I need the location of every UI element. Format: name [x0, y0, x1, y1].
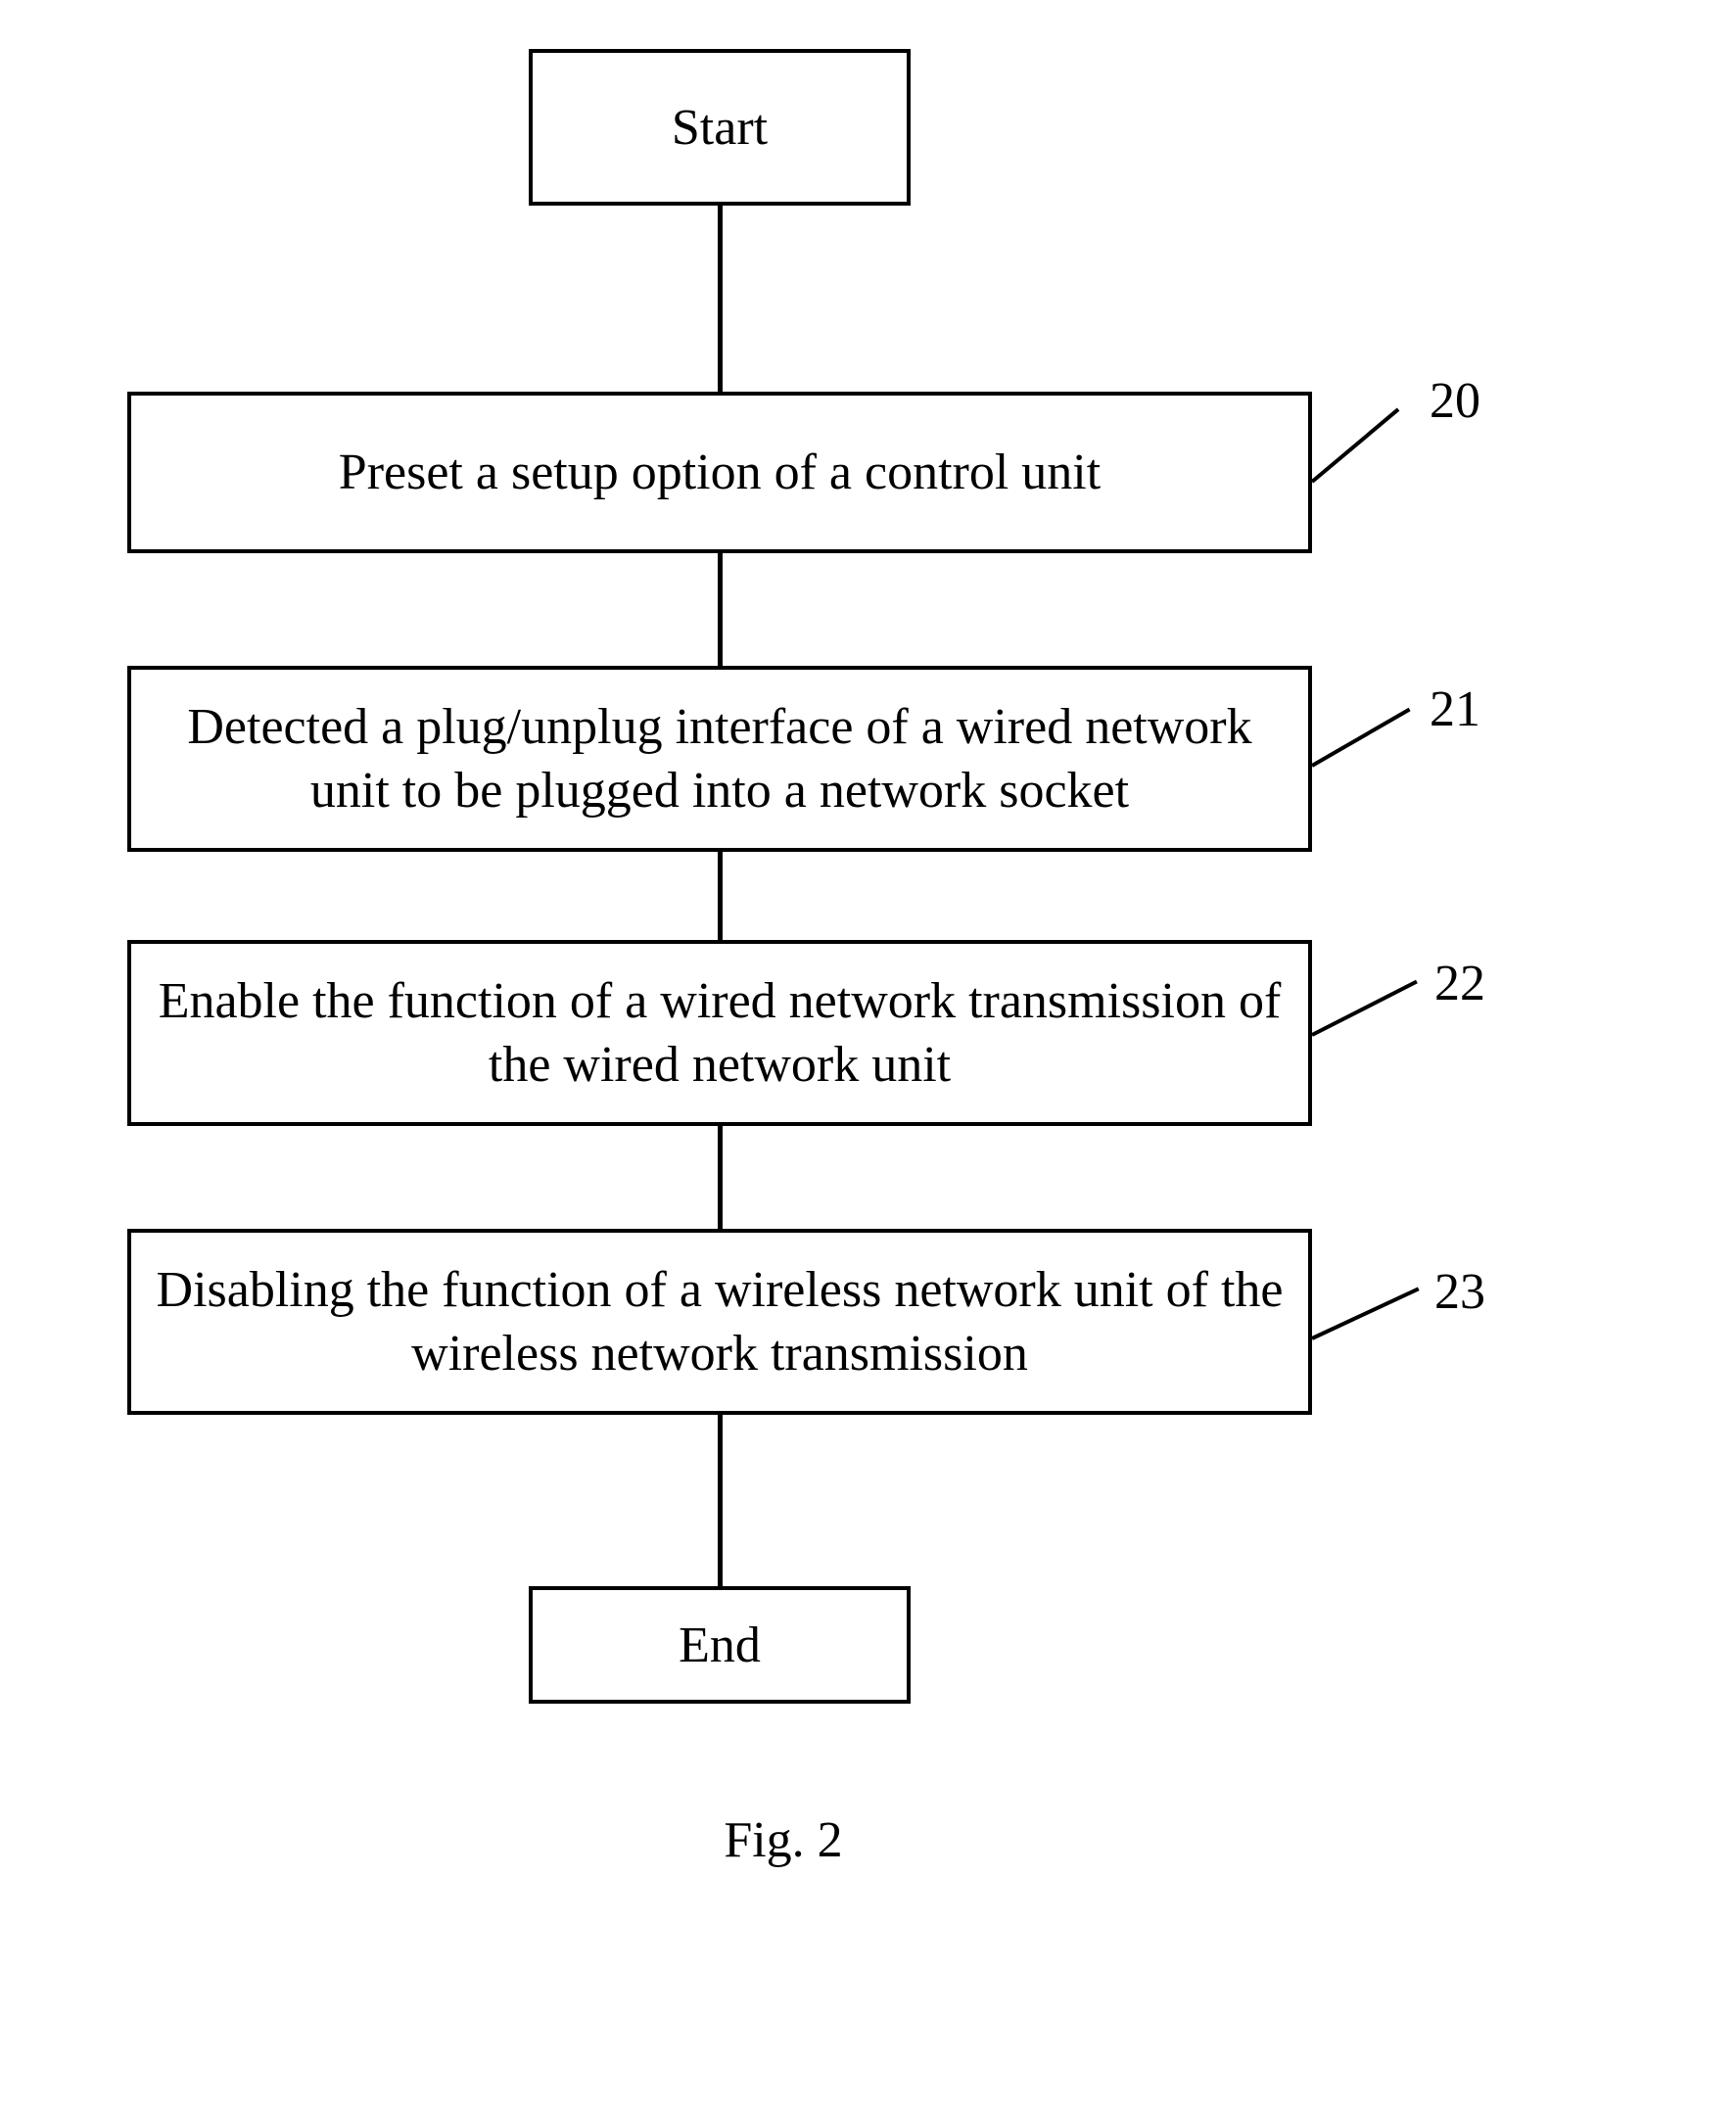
node-text: Detected a plug/unplug interface of a wi… [151, 695, 1289, 822]
connector [718, 1126, 723, 1229]
label-text: 23 [1434, 1264, 1485, 1320]
label-text: 21 [1430, 681, 1480, 737]
leader-line [1311, 980, 1418, 1037]
node-text: Start [672, 96, 768, 160]
connector [718, 553, 723, 666]
ref-label-23: 23 [1434, 1263, 1485, 1321]
flowchart-node-20: Preset a setup option of a control unit [127, 392, 1312, 553]
leader-line [1311, 408, 1400, 484]
ref-label-20: 20 [1430, 372, 1480, 430]
leader-line [1311, 1287, 1419, 1339]
flowchart-node-end: End [529, 1586, 911, 1704]
label-text: 20 [1430, 373, 1480, 429]
node-text: Preset a setup option of a control unit [339, 441, 1101, 504]
connector [718, 1415, 723, 1586]
label-text: 22 [1434, 956, 1485, 1011]
node-text: End [679, 1614, 761, 1677]
caption-text: Fig. 2 [724, 1812, 842, 1868]
figure-caption: Fig. 2 [666, 1811, 901, 1869]
ref-label-21: 21 [1430, 680, 1480, 738]
connector [718, 206, 723, 392]
flowchart-node-21: Detected a plug/unplug interface of a wi… [127, 666, 1312, 852]
flowchart-node-23: Disabling the function of a wireless net… [127, 1229, 1312, 1415]
flowchart-page: Start Preset a setup option of a control… [0, 0, 1736, 2110]
connector [718, 852, 723, 940]
flowchart-node-start: Start [529, 49, 911, 206]
ref-label-22: 22 [1434, 955, 1485, 1012]
flowchart-node-22: Enable the function of a wired network t… [127, 940, 1312, 1126]
node-text: Enable the function of a wired network t… [151, 969, 1289, 1097]
node-text: Disabling the function of a wireless net… [151, 1258, 1289, 1385]
leader-line [1311, 708, 1411, 768]
